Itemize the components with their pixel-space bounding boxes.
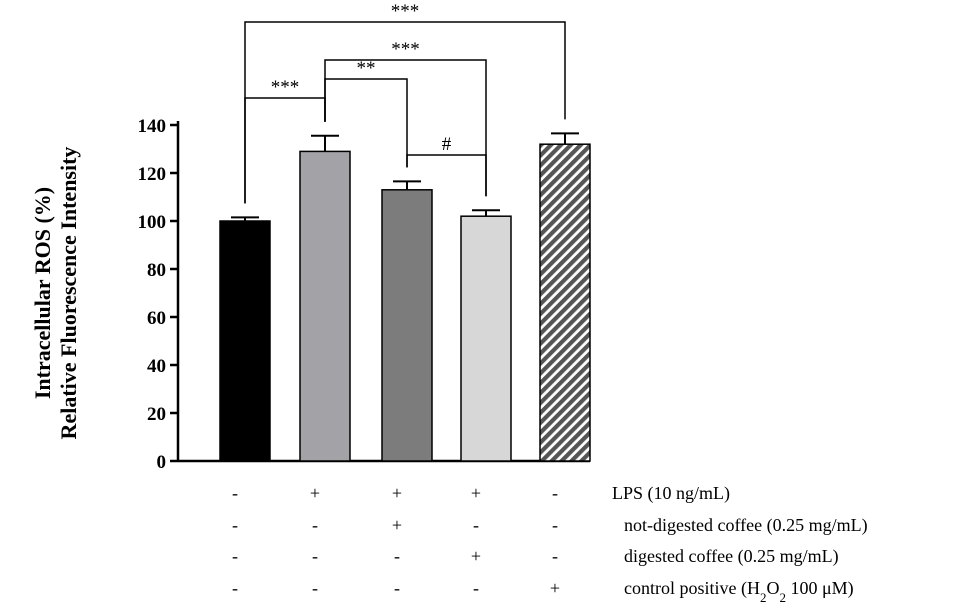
condition-mark: - [394,578,400,598]
condition-row-label-part: control positive (H [624,578,760,599]
condition-row-label: control positive (H2O2 100 μM) [624,578,854,604]
condition-row-label: LPS (10 ng/mL) [612,483,730,504]
condition-mark: - [394,546,400,566]
condition-mark: - [312,578,318,598]
condition-mark: - [552,515,558,535]
condition-mark: - [232,483,238,503]
condition-mark: - [232,546,238,566]
condition-mark: - [552,483,558,503]
significance-label: *** [391,39,420,60]
condition-mark: - [232,578,238,598]
bar [219,220,271,462]
y-tick-label: 60 [147,308,166,329]
condition-row-label: not-digested coffee (0.25 mg/mL) [624,515,868,536]
y-tick-label: 140 [138,116,167,137]
condition-mark: - [473,578,479,598]
significance-bracket [406,154,487,197]
bar [299,150,351,462]
significance-label: *** [271,77,300,98]
condition-mark: - [312,515,318,535]
bar [460,215,512,462]
condition-row-label-part: O [766,578,779,598]
y-tick-label: 120 [138,164,167,185]
condition-mark: + [550,578,560,598]
significance-label: # [442,134,452,155]
significance-label: *** [391,1,420,22]
y-tick-label: 20 [147,404,166,425]
y-tick-label: 80 [147,260,166,281]
condition-row-label-part: 100 μM) [786,578,854,599]
condition-mark: - [232,515,238,535]
significance-bracket [244,21,566,204]
condition-mark: + [392,515,402,535]
condition-mark: + [392,483,402,503]
condition-mark: + [310,483,320,503]
condition-row-label-part: 2 [760,590,767,604]
significance-bracket [324,59,487,197]
condition-mark: + [471,546,481,566]
y-axis-label-line-2: Relative Fluorescence Intensity [56,147,81,440]
condition-table: - + + + - LPS (10 ng/mL) - - + - - not-digested cof… [232,483,868,604]
condition-mark: - [552,546,558,566]
condition-row-label: digested coffee (0.25 mg/mL) [624,546,839,567]
y-tick-label: 40 [147,356,166,377]
condition-mark: - [473,515,479,535]
axes: 0 20 40 60 80 100 120 140 [138,116,590,473]
condition-row-label-part: 2 [779,590,786,604]
bar [381,189,433,462]
condition-mark: + [471,483,481,503]
y-tick-label: 0 [157,452,167,473]
significance-brackets: ********#*** [244,1,566,204]
significance-label: ** [357,58,376,79]
y-tick-label: 100 [138,212,167,233]
bars [219,132,591,462]
condition-mark: - [312,546,318,566]
bar [539,143,591,462]
y-axis-title: Intracellular ROS (%) Relative Fluoresce… [30,147,81,440]
y-axis-label-line-1: Intracellular ROS (%) [30,187,55,399]
